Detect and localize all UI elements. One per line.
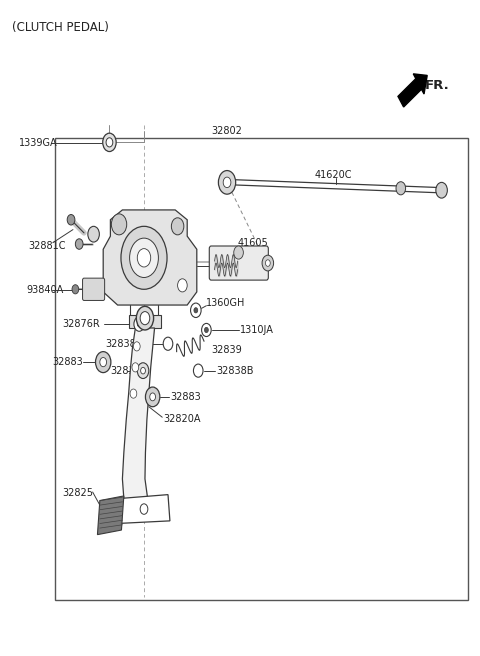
Text: 32802: 32802 (211, 126, 242, 136)
Text: 32837: 32837 (110, 365, 141, 376)
Circle shape (96, 352, 111, 373)
Text: 41620C: 41620C (314, 170, 352, 180)
Text: 41605: 41605 (238, 237, 268, 248)
Circle shape (134, 317, 144, 331)
Circle shape (137, 321, 141, 327)
Text: 32876R: 32876R (62, 319, 100, 329)
Circle shape (141, 367, 145, 374)
Circle shape (140, 312, 150, 325)
Polygon shape (103, 210, 197, 305)
Circle shape (150, 393, 156, 401)
Circle shape (67, 215, 75, 225)
Circle shape (133, 342, 140, 351)
Circle shape (265, 260, 270, 266)
Circle shape (204, 327, 208, 333)
Circle shape (103, 133, 116, 152)
Circle shape (223, 177, 231, 188)
Text: 93840A: 93840A (26, 285, 64, 295)
Circle shape (100, 358, 107, 367)
Circle shape (163, 337, 173, 350)
Circle shape (262, 255, 274, 271)
Polygon shape (118, 495, 170, 523)
Text: (CLUTCH PEDAL): (CLUTCH PEDAL) (12, 21, 109, 34)
Circle shape (75, 239, 83, 249)
Circle shape (202, 323, 211, 337)
Text: 32883: 32883 (53, 357, 84, 367)
Text: FR.: FR. (425, 79, 450, 92)
FancyBboxPatch shape (83, 278, 105, 300)
Text: 1360GH: 1360GH (206, 298, 246, 308)
Polygon shape (129, 315, 161, 328)
Circle shape (137, 249, 151, 267)
Circle shape (130, 389, 137, 398)
Circle shape (194, 308, 198, 313)
Circle shape (145, 387, 160, 407)
Circle shape (88, 226, 99, 242)
Polygon shape (122, 328, 155, 504)
Circle shape (234, 246, 243, 259)
Circle shape (193, 364, 203, 377)
Circle shape (121, 226, 167, 289)
Circle shape (178, 279, 187, 292)
Circle shape (106, 138, 113, 147)
Circle shape (396, 182, 406, 195)
Polygon shape (97, 496, 124, 535)
Text: 32883: 32883 (170, 392, 201, 402)
FancyArrow shape (398, 74, 427, 107)
Circle shape (218, 171, 236, 194)
Text: 1310JA: 1310JA (240, 325, 274, 335)
Text: 32838B: 32838B (106, 338, 143, 349)
FancyBboxPatch shape (209, 246, 268, 280)
Bar (55, 138, 468, 600)
Text: 32820A: 32820A (163, 413, 201, 424)
Text: 32838B: 32838B (216, 365, 253, 376)
Circle shape (72, 285, 79, 294)
Circle shape (137, 363, 149, 379)
Text: 32839: 32839 (211, 344, 242, 355)
Circle shape (171, 218, 184, 235)
Circle shape (111, 214, 127, 235)
Circle shape (132, 363, 139, 372)
Circle shape (140, 504, 148, 514)
Circle shape (130, 238, 158, 277)
Text: 1339GA: 1339GA (19, 138, 58, 148)
Text: 32825: 32825 (62, 488, 94, 499)
Text: 32850C: 32850C (134, 210, 172, 220)
Text: 32881C: 32881C (29, 241, 66, 251)
Circle shape (191, 303, 201, 318)
Circle shape (436, 182, 447, 198)
Circle shape (136, 306, 154, 330)
